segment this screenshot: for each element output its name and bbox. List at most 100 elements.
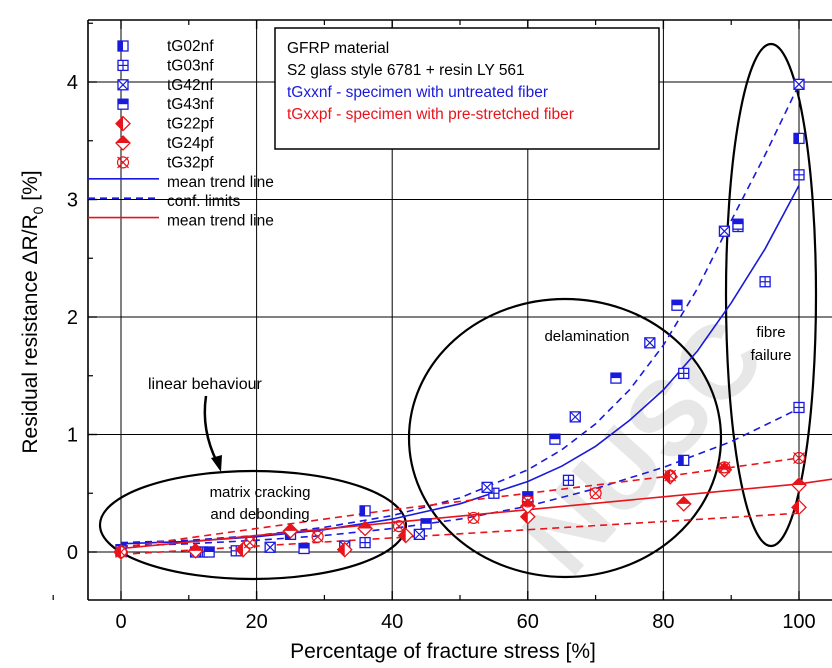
legend-entry: mean trend line [88, 213, 274, 230]
marker-shape [521, 495, 534, 508]
trend-lines [120, 84, 832, 556]
legend-entry: tG43nf [117, 96, 214, 113]
marker-cross [569, 411, 581, 423]
x-tick-label: 80 [652, 611, 674, 633]
marker-cross [413, 528, 425, 540]
marker-fill [678, 455, 684, 466]
marker-fill [549, 434, 560, 440]
legend-entry: tG02nf [117, 38, 214, 55]
data-point-tG24pf [357, 520, 373, 537]
data-point-tG42nf [481, 481, 493, 494]
data-points [113, 78, 807, 560]
y-tick-label: 1 [67, 425, 78, 447]
marker-cross [311, 530, 324, 543]
delamination-label: delamination [544, 328, 629, 345]
delamination-ellipse [407, 297, 723, 579]
fibre-label: fibre [756, 324, 785, 341]
marker-fill [337, 542, 345, 557]
legend-entry: tG24pf [115, 135, 214, 152]
marker-fill [188, 543, 203, 551]
data-point-tG02nf [678, 454, 690, 467]
y-axis-label-subscript: 0 [30, 206, 46, 214]
data-point-tG32pf [243, 536, 256, 549]
data-point-tG43nf [671, 299, 683, 311]
trend-line [120, 185, 800, 545]
marker-shape [392, 520, 406, 533]
data-point-tG42nf [569, 411, 581, 423]
marker-cross [115, 546, 127, 558]
data-point-tG32pf [718, 461, 731, 474]
y-axis-label: Residual resistance ΔR/R0 [%] [19, 170, 46, 453]
data-point-tG32pf [467, 511, 480, 525]
info-box-frame [274, 27, 660, 150]
y-tick-label: 3 [67, 190, 78, 212]
data-point-tG03nf [488, 487, 500, 499]
data-point-tG24pf [716, 461, 733, 478]
y-tick-label: 0 [67, 542, 78, 564]
legend-entry: mean trend line [88, 174, 274, 191]
data-point-tG32pf [589, 487, 602, 500]
info-box-line: S2 glass style 6781 + resin LY 561 [287, 62, 525, 79]
info-box-line: tGxxnf - specimen with untreated fiber [287, 84, 548, 101]
data-point-tG32pf [392, 520, 406, 533]
marker-fill [116, 136, 130, 143]
data-point-tG24pf [675, 495, 692, 512]
marker-cross [589, 487, 602, 500]
data-point-tG32pf [521, 495, 534, 508]
marker-shape [114, 545, 128, 559]
marker-fill [358, 521, 373, 529]
marker-fill [794, 133, 799, 144]
data-point-tG43nf [298, 542, 310, 555]
marker-fill [421, 518, 432, 524]
legend-marker [115, 115, 131, 132]
data-point-tG02nf [793, 132, 805, 145]
data-point-tG32pf [664, 469, 677, 482]
data-point-tG42nf [644, 337, 656, 349]
marker-cross [117, 156, 129, 169]
marker-cross [467, 512, 480, 524]
data-point-tG43nf [610, 372, 622, 384]
trend-line [120, 457, 800, 549]
data-point-tG22pf [397, 527, 414, 544]
legend-label: mean trend line [167, 213, 274, 230]
x-tick-label: 60 [517, 611, 539, 633]
marker-fill [398, 528, 406, 543]
annotation-ellipses [98, 42, 818, 581]
x-tick-label: 20 [245, 611, 267, 633]
marker-shape [243, 536, 256, 549]
data-point-tG24pf [791, 477, 807, 493]
marker-cross [644, 337, 656, 349]
marker-fill [118, 99, 128, 105]
marker-cross [243, 536, 256, 549]
data-point-tG24pf [282, 522, 299, 539]
data-point-tG03nf [562, 474, 575, 486]
marker-cross [718, 225, 730, 237]
legend-label: tG24pf [167, 135, 214, 152]
marker-shape [718, 461, 731, 474]
x-axis-label: Percentage of fracture stress [%] [290, 640, 596, 663]
legend-entry: tG42nf [117, 77, 214, 94]
marker-cross [393, 520, 405, 533]
linear-behaviour-label: linear behaviour [148, 376, 263, 393]
marker-shape [116, 156, 130, 169]
data-point-tG24pf [187, 542, 204, 559]
marker-fill [676, 496, 691, 504]
data-point-tG22pf [791, 499, 807, 516]
legend-label: tG02nf [167, 38, 214, 55]
linear-behaviour-arrow [203, 395, 222, 472]
marker-fill [204, 547, 215, 552]
legend-label: conf. limits [167, 193, 240, 210]
x-tick-label: 40 [381, 611, 403, 633]
legend-entry: conf. limits [88, 193, 240, 210]
marker-fill [610, 373, 621, 379]
x-tick-label: 100 [782, 611, 815, 633]
marker-fill [236, 542, 244, 557]
data-point-tG02nf [359, 505, 371, 517]
legend-label: mean trend line [167, 174, 274, 191]
info-box-line: tGxxpf - specimen with pre-stretched fib… [287, 106, 574, 123]
marker-shape [792, 451, 806, 465]
marker-fill [114, 545, 121, 559]
marker-cross [664, 469, 677, 482]
marker-fill [299, 543, 310, 549]
